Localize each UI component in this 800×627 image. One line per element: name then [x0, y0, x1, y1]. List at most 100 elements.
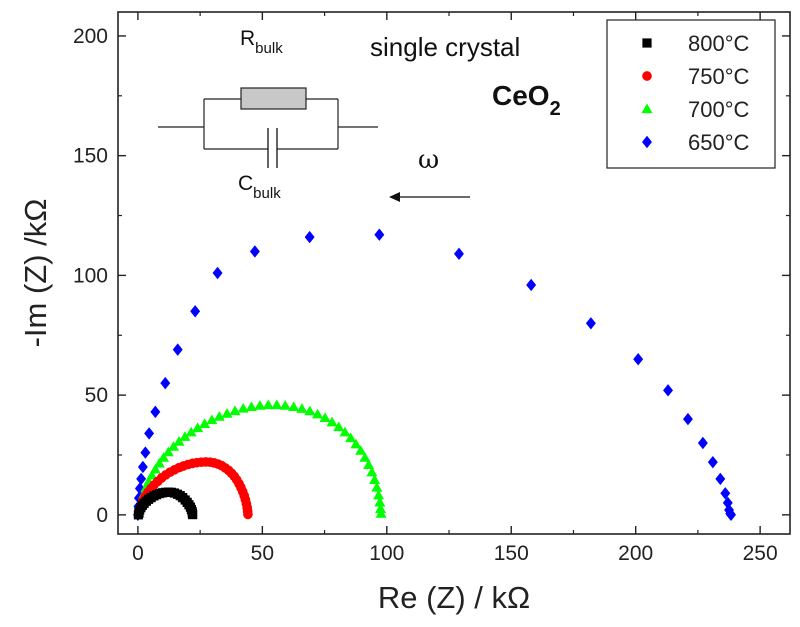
- data-point: [363, 459, 375, 469]
- formula-label: CeO2: [492, 80, 561, 120]
- data-point: [160, 376, 171, 390]
- data-point: [304, 230, 315, 244]
- data-point: [279, 400, 291, 410]
- y-tick-label: 0: [96, 504, 108, 527]
- data-point: [339, 426, 351, 437]
- legend-marker: [641, 103, 653, 114]
- legend-label: 650°C: [688, 130, 750, 155]
- omega-label: ω: [418, 145, 439, 175]
- data-point: [249, 245, 260, 258]
- legend-marker: [642, 135, 652, 149]
- data-point: [697, 436, 708, 450]
- data-point: [304, 405, 316, 416]
- data-point: [359, 452, 371, 462]
- data-point: [254, 400, 266, 410]
- data-point: [720, 487, 731, 500]
- data-point: [319, 412, 331, 423]
- y-tick-label: 200: [73, 25, 108, 48]
- data-point: [374, 228, 385, 241]
- series-circle: [133, 457, 253, 520]
- y-tick-label: 150: [73, 145, 108, 168]
- data-point: [173, 436, 185, 446]
- data-point: [167, 441, 180, 451]
- x-tick-label: 50: [251, 542, 274, 565]
- data-point: [199, 418, 211, 428]
- legend-box: [606, 19, 776, 169]
- data-point: [371, 482, 383, 492]
- x-tick-label: 200: [618, 542, 653, 565]
- data-point: [288, 401, 300, 411]
- data-point: [663, 384, 674, 397]
- data-point: [221, 408, 233, 418]
- y-axis-title: -Im (Z) /kΩ: [18, 199, 53, 348]
- x-tick-label: 250: [743, 542, 778, 565]
- data-point: [190, 305, 201, 318]
- data-point: [213, 411, 225, 421]
- data-point: [136, 472, 147, 486]
- y-tick-label: 50: [85, 384, 108, 407]
- data-point: [144, 427, 155, 440]
- legend-label: 750°C: [688, 64, 750, 89]
- equivalent-circuit: Rbulk Cbulk: [158, 27, 378, 202]
- data-point: [526, 278, 537, 292]
- x-tick-label: 150: [494, 542, 529, 565]
- data-point: [296, 403, 308, 413]
- x-axis-title: Re (Z) / kΩ: [378, 580, 530, 615]
- data-point: [158, 452, 170, 462]
- plot-frame: [117, 11, 791, 535]
- capacitor-label: Cbulk: [238, 172, 281, 202]
- data-point: [366, 466, 378, 477]
- series-triangle: [133, 399, 387, 518]
- data-point: [454, 247, 464, 261]
- x-tick-label: 100: [369, 542, 404, 565]
- data-point: [374, 496, 386, 507]
- data-point: [185, 426, 197, 437]
- data-points: [132, 228, 736, 522]
- resistor-label: Rbulk: [240, 27, 283, 57]
- data-point: [375, 508, 387, 518]
- data-point: [271, 399, 283, 410]
- data-point: [333, 421, 345, 432]
- data-point: [172, 343, 183, 356]
- data-point: [326, 416, 338, 427]
- frequency-arrow: [389, 192, 470, 202]
- data-point: [375, 503, 387, 513]
- data-point: [585, 317, 596, 330]
- data-point: [179, 431, 191, 441]
- data-point: [373, 489, 385, 500]
- data-point: [149, 463, 161, 474]
- data-point: [212, 266, 223, 280]
- data-point: [707, 455, 718, 469]
- x-tick-label: 0: [132, 542, 144, 565]
- data-point: [237, 403, 249, 413]
- data-point: [206, 414, 218, 425]
- data-point: [146, 469, 158, 480]
- data-point: [188, 510, 198, 520]
- legend-label: 800°C: [688, 31, 750, 56]
- data-point: [345, 432, 357, 443]
- data-point: [355, 445, 367, 455]
- data-point: [192, 422, 204, 433]
- data-point: [369, 474, 381, 485]
- data-point: [150, 405, 161, 419]
- series-diamond: [132, 228, 736, 522]
- legend-marker: [642, 71, 652, 81]
- data-point: [243, 509, 253, 520]
- sample-label: single crystal: [370, 32, 520, 62]
- data-point: [350, 438, 362, 449]
- data-point: [153, 457, 165, 468]
- data-point: [682, 412, 693, 426]
- data-point: [134, 482, 145, 495]
- data-point: [312, 408, 324, 419]
- data-point: [633, 352, 644, 366]
- legend-marker: [642, 38, 652, 48]
- data-point: [262, 399, 274, 410]
- data-point: [140, 446, 151, 459]
- data-point: [245, 401, 257, 411]
- data-point: [726, 508, 736, 522]
- data-point: [715, 472, 726, 486]
- data-point: [162, 446, 174, 457]
- series-square: [133, 487, 198, 520]
- axis-ticks: 0 50 100 150 200 250 0 50 100 150 200: [73, 12, 790, 565]
